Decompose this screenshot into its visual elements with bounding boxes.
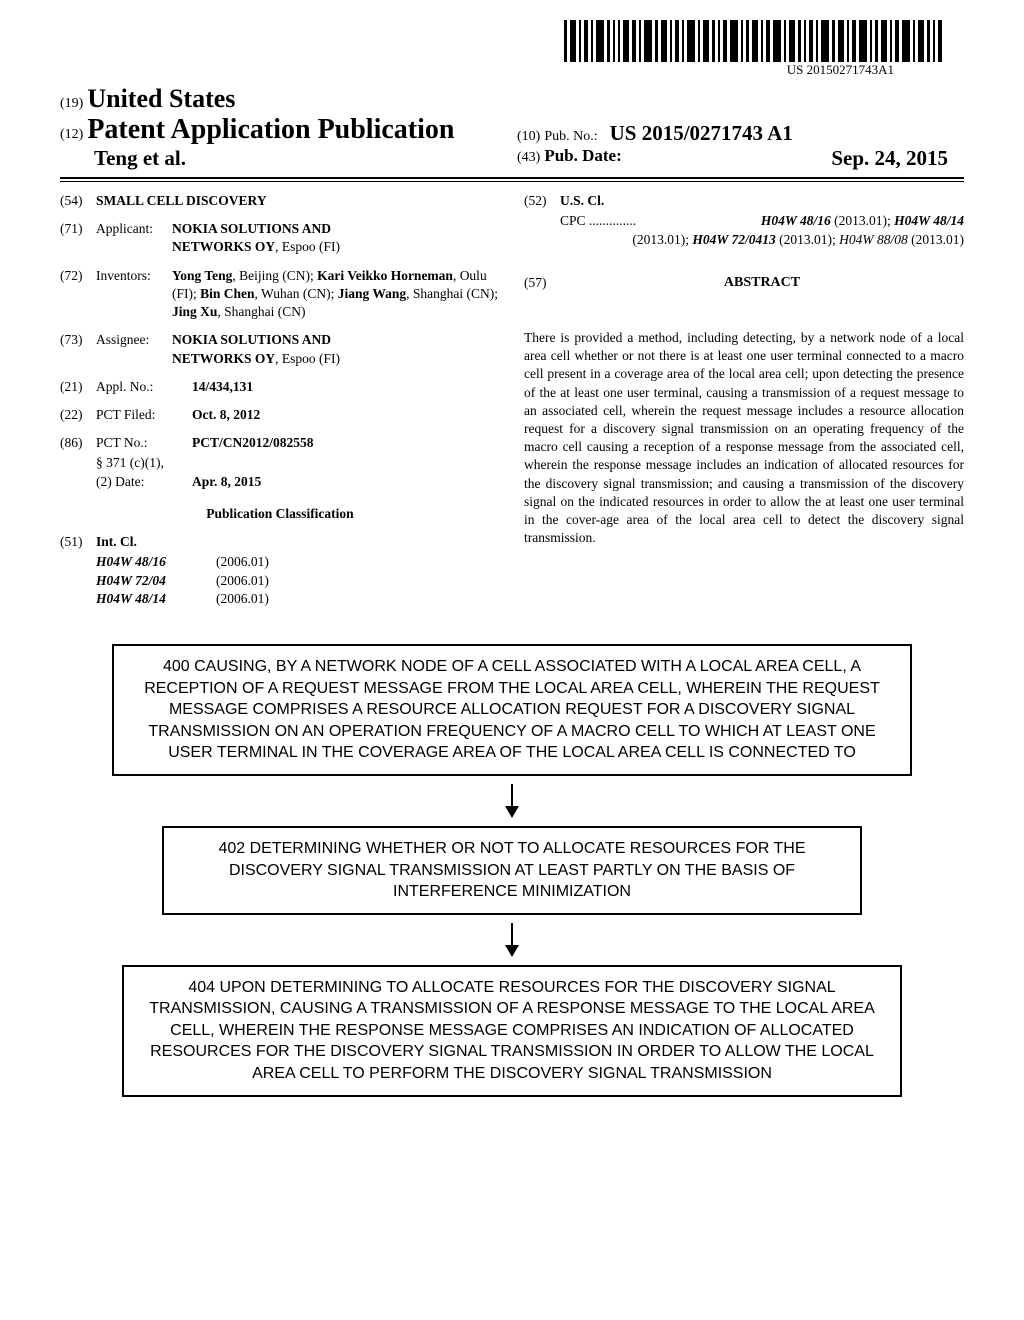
assignee-line1: NOKIA SOLUTIONS AND — [172, 332, 331, 347]
field-86-s371: § 371 (c)(1), — [60, 454, 500, 472]
barcode-icon — [564, 20, 944, 62]
field-code-43: (43) — [517, 150, 540, 165]
field-86-pctno: (86) PCT No.: PCT/CN2012/082558 — [60, 434, 500, 452]
field-code-19: (19) — [60, 96, 83, 111]
biblio-left-column: (54) SMALL CELL DISCOVERY (71) Applicant… — [60, 192, 500, 608]
field-code-57: (57) — [524, 274, 560, 293]
field-code-54: (54) — [60, 192, 96, 210]
field-code-12: (12) — [60, 127, 83, 142]
assignee-suffix: , Espoo (FI) — [275, 351, 340, 366]
applicant-line1: NOKIA SOLUTIONS AND — [172, 221, 331, 236]
biblio-right-column: (52) U.S. Cl. CPC .............. H04W 48… — [524, 192, 964, 608]
field-code-51: (51) — [60, 533, 96, 551]
field-71-applicant: (71) Applicant: NOKIA SOLUTIONS AND NETW… — [60, 220, 500, 256]
flowchart-box-404: 404 UPON DETERMINING TO ALLOCATE RESOURC… — [122, 965, 902, 1097]
field-code-73: (73) — [60, 331, 96, 367]
authors: Teng et al. — [60, 146, 507, 171]
barcode-number: US 20150271743A1 — [60, 62, 894, 78]
arrow-down-icon — [502, 923, 522, 957]
flowchart-box-402: 402 DETERMINING WHETHER OR NOT TO ALLOCA… — [162, 826, 862, 915]
patent-page: US 20150271743A1 (19) United States (12)… — [0, 0, 1024, 1137]
intcl-label: Int. Cl. — [96, 533, 500, 551]
applno-value: 14/434,131 — [172, 378, 500, 396]
barcode-row — [60, 20, 944, 62]
flowchart: 400 CAUSING, BY A NETWORK NODE OF A CELL… — [60, 644, 964, 1097]
field-86-s371-date: (2) Date: Apr. 8, 2015 — [60, 473, 500, 491]
pubdate-label: Pub. Date: — [544, 146, 621, 165]
s371-date-label: (2) Date: — [96, 473, 172, 491]
applno-label: Appl. No.: — [96, 378, 172, 396]
field-51-intcl: (51) Int. Cl. — [60, 533, 500, 551]
field-code-52: (52) — [524, 192, 560, 210]
pub-number: US 2015/0271743 A1 — [610, 121, 793, 145]
inventors-value: Yong Teng, Beijing (CN); Kari Veikko Hor… — [172, 267, 500, 322]
field-22-pctfiled: (22) PCT Filed: Oct. 8, 2012 — [60, 406, 500, 424]
bibliographic-block: (54) SMALL CELL DISCOVERY (71) Applicant… — [60, 192, 964, 608]
cpc-code-4: H04W 88/08 — [839, 232, 908, 247]
pctfiled-value: Oct. 8, 2012 — [172, 406, 500, 424]
cpc-code-3: H04W 72/0413 — [692, 232, 775, 247]
field-52-uscl: (52) U.S. Cl. — [524, 192, 964, 210]
abstract-body: There is provided a method, including de… — [524, 329, 964, 548]
cpc-suffix-4: (2013.01) — [908, 232, 964, 247]
s371-label: § 371 (c)(1), — [96, 454, 500, 472]
uscl-label: U.S. Cl. — [560, 192, 964, 210]
pub-date: Sep. 24, 2015 — [831, 146, 948, 171]
field-72-inventors: (72) Inventors: Yong Teng, Beijing (CN);… — [60, 267, 500, 322]
intcl-row-code: H04W 48/16 — [96, 553, 216, 571]
field-73-assignee: (73) Assignee: NOKIA SOLUTIONS AND NETWO… — [60, 331, 500, 367]
arrow-down-icon — [502, 784, 522, 818]
field-code-22: (22) — [60, 406, 96, 424]
intcl-row-year: (2006.01) — [216, 553, 269, 571]
field-code-10: (10) — [517, 129, 540, 144]
country: United States — [87, 84, 235, 113]
header-block: (19) United States (12) Patent Applicati… — [60, 84, 964, 171]
assignee-line2: NETWORKS OY — [172, 351, 275, 366]
cpc-suffix-3: (2013.01); — [776, 232, 839, 247]
pctfiled-label: PCT Filed: — [96, 406, 172, 424]
intcl-row-code: H04W 48/14 — [96, 590, 216, 608]
uscl-cpc-block: CPC .............. H04W 48/16 (2013.01);… — [560, 212, 964, 250]
cpc-code-1: H04W 48/16 — [761, 213, 831, 228]
field-code-72: (72) — [60, 267, 96, 322]
field-code-71: (71) — [60, 220, 96, 256]
publication-title: Patent Application Publication — [87, 114, 454, 145]
field-code-21: (21) — [60, 378, 96, 396]
pubno-label: Pub. No.: — [544, 129, 597, 144]
cpc-suffix-2: (2013.01); — [632, 232, 692, 247]
pctno-value: PCT/CN2012/082558 — [172, 434, 500, 452]
intcl-block: H04W 48/16 (2006.01) H04W 72/04 (2006.01… — [96, 553, 500, 608]
cpc-prefix: CPC .............. — [560, 212, 636, 231]
assignee-label: Assignee: — [96, 331, 172, 367]
applicant-line2: NETWORKS OY — [172, 239, 275, 254]
publication-classification-heading: Publication Classification — [60, 505, 500, 523]
applicant-suffix: , Espoo (FI) — [275, 239, 340, 254]
s371-date-value: Apr. 8, 2015 — [172, 473, 500, 491]
invention-title: SMALL CELL DISCOVERY — [96, 192, 500, 210]
field-54-title: (54) SMALL CELL DISCOVERY — [60, 192, 500, 210]
applicant-label: Applicant: — [96, 220, 172, 256]
intcl-row-year: (2006.01) — [216, 572, 269, 590]
divider-thick — [60, 177, 964, 179]
cpc-suffix-1: (2013.01); — [831, 213, 894, 228]
intcl-row-year: (2006.01) — [216, 590, 269, 608]
cpc-code-2: H04W 48/14 — [894, 213, 964, 228]
abstract-heading: ABSTRACT — [560, 274, 964, 293]
inventors-label: Inventors: — [96, 267, 172, 322]
intcl-row-code: H04W 72/04 — [96, 572, 216, 590]
divider-thin — [60, 181, 964, 182]
field-21-applno: (21) Appl. No.: 14/434,131 — [60, 378, 500, 396]
flowchart-box-400: 400 CAUSING, BY A NETWORK NODE OF A CELL… — [112, 644, 912, 776]
field-code-86: (86) — [60, 434, 96, 452]
field-57-abstract: (57) ABSTRACT — [524, 274, 964, 293]
pctno-label: PCT No.: — [96, 434, 172, 452]
